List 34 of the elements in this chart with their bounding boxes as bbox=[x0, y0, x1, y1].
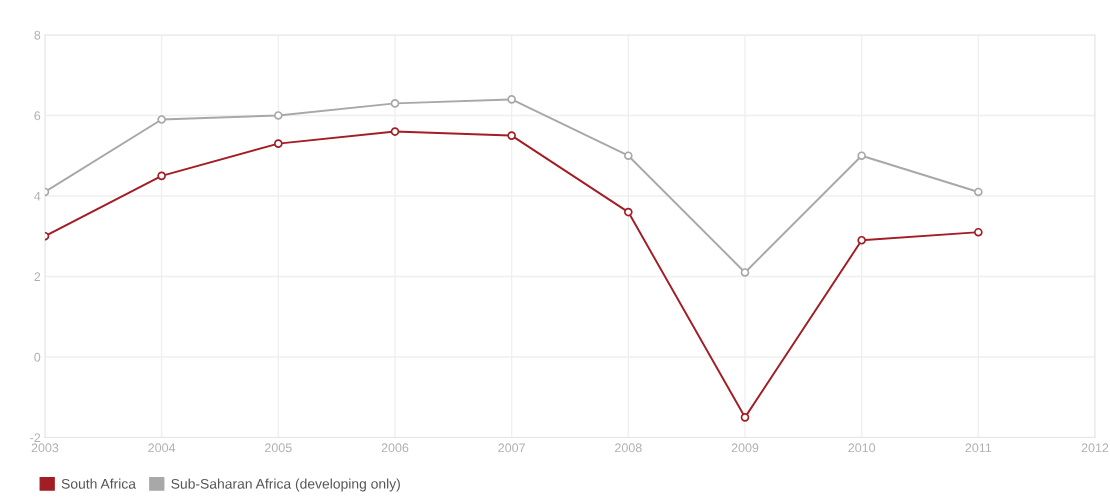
point bbox=[974, 227, 983, 237]
point bbox=[507, 131, 516, 140]
point bbox=[390, 99, 400, 108]
point bbox=[974, 187, 983, 197]
y-tick-label: 2 bbox=[34, 272, 41, 281]
x-tick-label: 2007 bbox=[498, 443, 525, 453]
point bbox=[857, 151, 866, 161]
x-tick-label: 2006 bbox=[381, 443, 409, 453]
point bbox=[157, 171, 166, 181]
x-tick-label: 2011 bbox=[965, 443, 992, 453]
x-tick-label: 2005 bbox=[265, 443, 292, 453]
x-tick-label: 2003 bbox=[31, 443, 59, 453]
y-tick-label: 6 bbox=[34, 111, 41, 121]
point bbox=[390, 127, 400, 136]
point bbox=[624, 151, 633, 161]
point bbox=[273, 111, 283, 120]
y-tick-label: 8 bbox=[34, 30, 41, 40]
x-tick-label: 2012 bbox=[1081, 443, 1109, 453]
legend-label: Sub-Saharan Africa (developing only) bbox=[171, 478, 400, 492]
point bbox=[624, 207, 633, 217]
point bbox=[857, 235, 866, 245]
x-tick-label: 2010 bbox=[848, 443, 876, 453]
legend-label: South Africa bbox=[61, 478, 136, 489]
y-tick-label: 0 bbox=[34, 352, 41, 362]
point bbox=[157, 115, 166, 124]
x-tick-label: 2008 bbox=[615, 443, 642, 453]
x-tick-label: 2004 bbox=[148, 443, 176, 453]
y-tick-label: -2 bbox=[30, 433, 41, 442]
point bbox=[273, 139, 283, 148]
point bbox=[507, 95, 516, 104]
x-tick-label: 2009 bbox=[731, 443, 759, 453]
point bbox=[740, 268, 750, 277]
y-tick-label: 4 bbox=[34, 191, 41, 201]
point bbox=[740, 413, 750, 422]
